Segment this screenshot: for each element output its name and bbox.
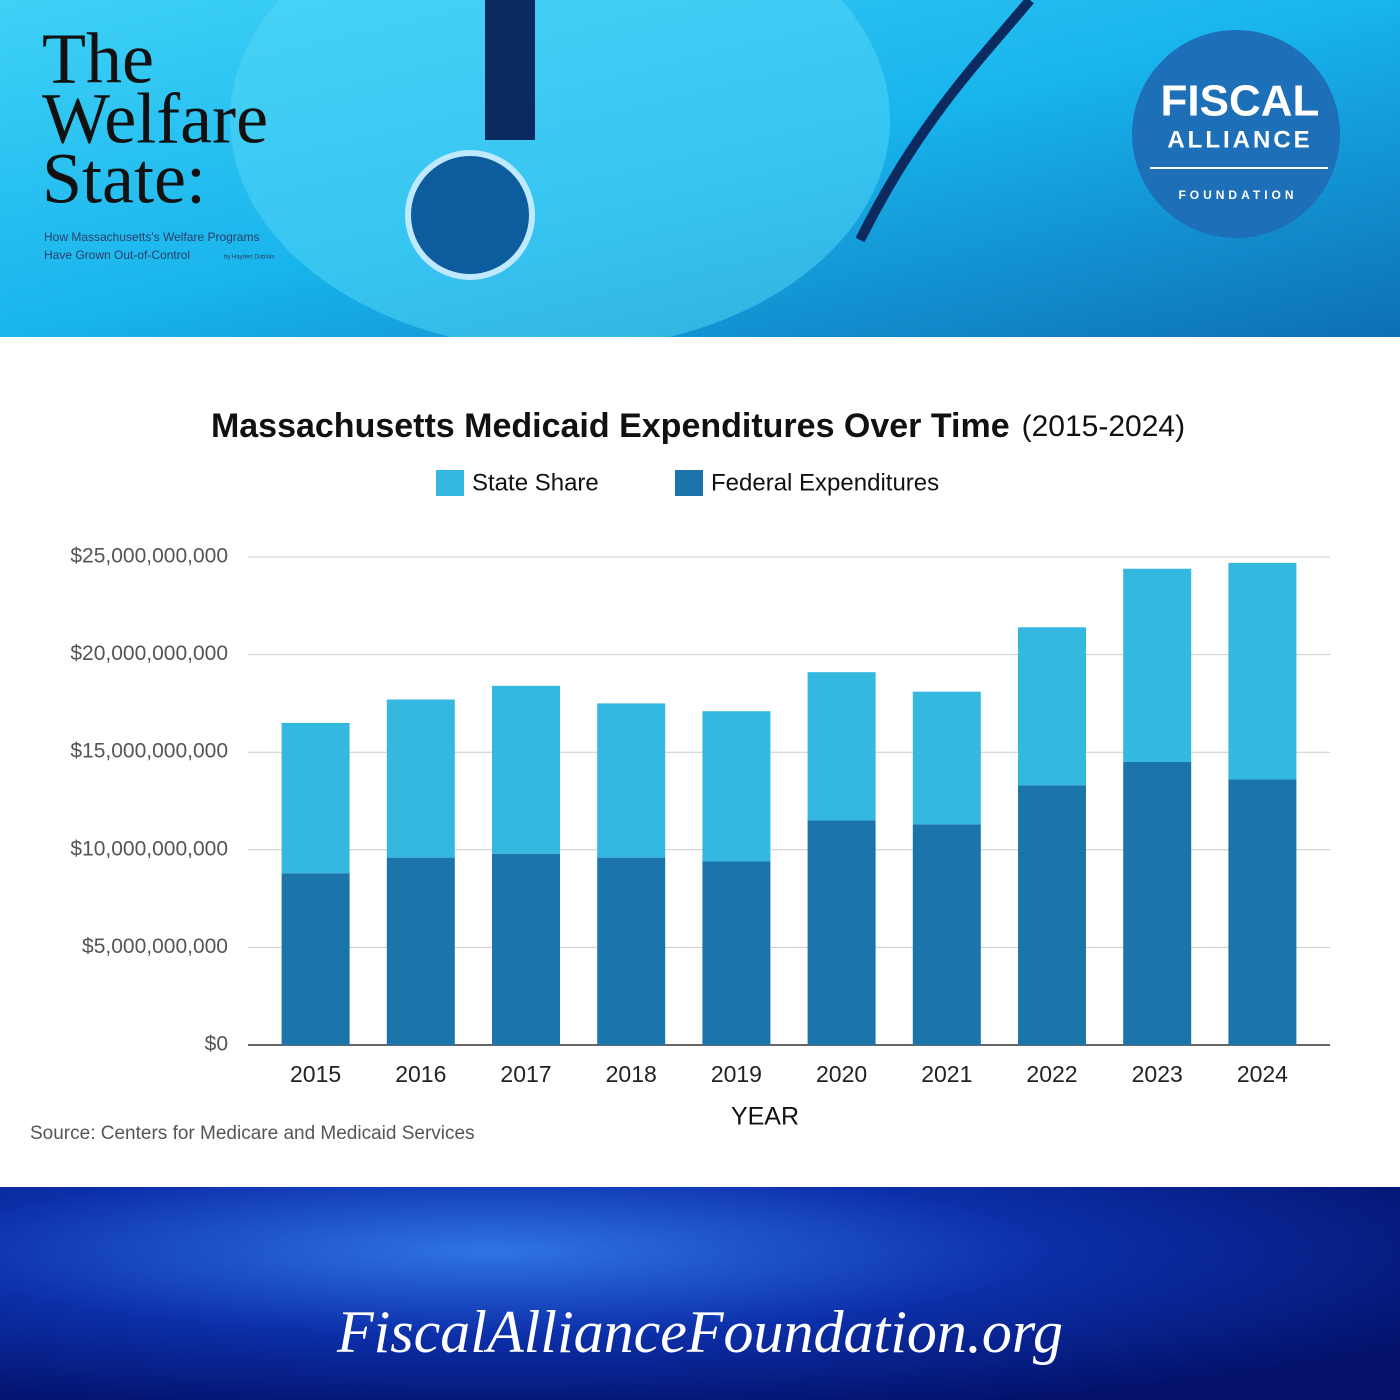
x-tick-label: 2017 bbox=[500, 1061, 551, 1087]
y-tick-label: $5,000,000,000 bbox=[82, 935, 228, 958]
x-tick-label: 2016 bbox=[395, 1061, 446, 1087]
header-title: The bbox=[42, 19, 154, 99]
header-subtitle: How Massachusetts's Welfare Programs bbox=[44, 230, 259, 244]
bar-segment bbox=[1123, 761, 1192, 1045]
bar-segment bbox=[597, 703, 666, 858]
y-tick-label: $20,000,000,000 bbox=[70, 642, 228, 665]
header-title: Welfare bbox=[42, 79, 268, 159]
bar-segment bbox=[912, 691, 981, 825]
y-tick-label: $0 bbox=[205, 1033, 228, 1056]
header-title: State: bbox=[42, 139, 206, 219]
stethoscope-head bbox=[405, 150, 535, 280]
y-tick-label: $25,000,000,000 bbox=[70, 545, 228, 568]
x-tick-label: 2020 bbox=[816, 1061, 867, 1087]
logo-text: ALLIANCE bbox=[1167, 126, 1312, 153]
bar-segment bbox=[492, 685, 560, 854]
bar-segment bbox=[807, 672, 876, 821]
x-axis-label: YEAR bbox=[731, 1103, 799, 1131]
chart-title-main: Massachusetts Medicaid Expenditures Over… bbox=[211, 407, 1010, 445]
legend: State Share Federal Expenditures bbox=[436, 469, 939, 496]
bar-segment bbox=[597, 857, 666, 1045]
legend-label: Federal Expenditures bbox=[711, 469, 939, 496]
y-tick-label: $15,000,000,000 bbox=[70, 740, 228, 763]
stethoscope-stem bbox=[485, 0, 535, 140]
x-tick-label: 2018 bbox=[606, 1061, 657, 1087]
bar-segment bbox=[1018, 627, 1086, 786]
x-tick-label: 2019 bbox=[711, 1061, 762, 1087]
bar-segment bbox=[912, 824, 981, 1045]
footer-band bbox=[0, 1187, 1400, 1400]
x-tick-label: 2015 bbox=[290, 1061, 341, 1087]
bar-segment bbox=[702, 861, 771, 1045]
logo-text: FISCAL bbox=[1161, 77, 1320, 126]
logo-text: FOUNDATION bbox=[1178, 188, 1297, 202]
y-tick-label: $10,000,000,000 bbox=[70, 837, 228, 860]
bar-segment bbox=[702, 711, 771, 862]
bar-segment bbox=[1228, 779, 1297, 1045]
bar-segment bbox=[281, 722, 350, 874]
source-note: Source: Centers for Medicare and Medicai… bbox=[30, 1123, 475, 1144]
bar-segment bbox=[1018, 785, 1086, 1045]
plot: $0 $5,000,000,000 $10,000,000,000 $15,000,0… bbox=[70, 545, 1330, 1087]
bar-segment bbox=[1123, 568, 1192, 762]
x-tick-label: 2022 bbox=[1026, 1061, 1077, 1087]
header-byline: by Hayden Dublois bbox=[224, 255, 274, 261]
x-tick-label: 2023 bbox=[1132, 1061, 1183, 1087]
legend-swatch bbox=[436, 470, 464, 496]
stethoscope-tube bbox=[855, 0, 1034, 243]
bar-segment bbox=[807, 820, 876, 1045]
bar-segment bbox=[386, 857, 455, 1045]
legend-swatch bbox=[675, 470, 703, 496]
footer-url: FiscalAllianceFoundation.org bbox=[336, 1299, 1063, 1365]
chart-title-range: (2015-2024) bbox=[1022, 410, 1185, 443]
header-shape bbox=[230, 0, 890, 350]
bar-segment bbox=[1228, 562, 1297, 780]
x-tick-label: 2021 bbox=[921, 1061, 972, 1087]
bar-segment bbox=[281, 873, 350, 1045]
x-tick-label: 2024 bbox=[1237, 1061, 1288, 1087]
chart-title: Massachusetts Medicaid Expenditures Over… bbox=[211, 407, 1185, 445]
logo-badge bbox=[1132, 30, 1340, 238]
legend-label: State Share bbox=[472, 469, 599, 496]
header-subtitle: Have Grown Out-of-Control bbox=[44, 248, 190, 262]
bar-segment bbox=[386, 699, 455, 858]
bar-segment bbox=[492, 853, 560, 1045]
